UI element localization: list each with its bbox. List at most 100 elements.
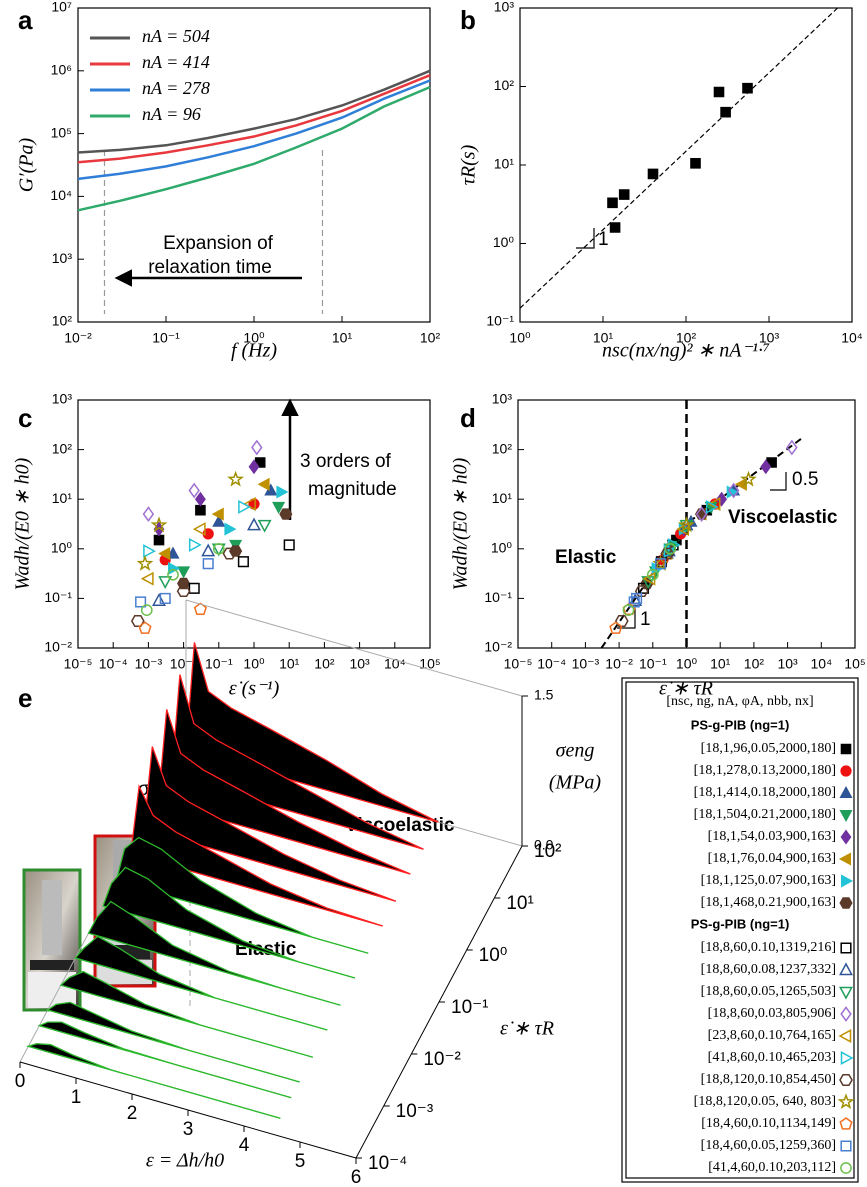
x-axis-label: ε̇ ∗ τR	[659, 678, 713, 700]
stress-trace	[170, 674, 424, 850]
legend-marker	[840, 1051, 854, 1065]
panel-label: c	[18, 403, 32, 433]
y-tick-label: 10⁻¹	[484, 589, 512, 605]
stress-trace	[59, 970, 314, 1058]
data-point	[664, 542, 677, 555]
data-point	[168, 561, 181, 576]
y-tick-label: 10⁻¹	[44, 589, 72, 605]
x-tick-label: 10¹	[279, 656, 300, 672]
x-tick-label: 10¹	[710, 656, 731, 672]
data-point	[637, 582, 650, 594]
y-tick-label: 10⁰	[51, 540, 73, 556]
legend-marker	[839, 986, 853, 1000]
data-line	[77, 69, 431, 154]
legend-label: [23,8,60,0.10,764,165]	[708, 1028, 836, 1043]
y-axis-label: (MPa)	[549, 772, 602, 794]
z-tick-label: 10⁻³	[396, 1101, 434, 1122]
legend-marker	[840, 743, 852, 755]
legend-label: [18,4,60,0.05,1259,360]	[701, 1138, 836, 1153]
data-point	[140, 571, 154, 586]
x-tick-label: 10⁻⁴	[537, 656, 566, 672]
legend-group-title: PS-g-PIB (ng=1)	[691, 916, 790, 931]
fit-line	[600, 436, 805, 649]
y-axis-label: τR(s)	[458, 144, 480, 185]
data-point	[188, 582, 200, 594]
legend-box	[625, 681, 855, 1179]
data-point	[742, 82, 753, 94]
y-tick-label: 10³	[494, 0, 515, 15]
x-tick-label: 10⁻¹	[639, 656, 667, 672]
data-point	[713, 86, 725, 98]
data-point	[705, 499, 719, 514]
data-point	[678, 516, 695, 533]
data-point	[720, 106, 731, 118]
data-point	[143, 544, 156, 559]
legend-marker	[839, 1117, 853, 1130]
y-tick-label: 0.0	[534, 837, 554, 853]
data-point	[786, 439, 798, 456]
data-point	[238, 499, 251, 514]
stress-trace	[143, 746, 397, 902]
trace-baseline	[60, 984, 314, 1058]
data-point	[176, 585, 191, 598]
y-tick-label: 10⁵	[51, 124, 72, 140]
data-point	[257, 477, 270, 491]
slope-mark	[617, 608, 636, 629]
data-point	[646, 568, 659, 581]
y-axis-label: G′(Pa)	[16, 137, 38, 192]
x-tick-label: 1	[71, 1087, 82, 1108]
y-tick-label: 10⁴	[50, 187, 72, 203]
legend-marker	[839, 962, 853, 976]
data-point	[642, 571, 656, 586]
annotation: 0.5	[792, 469, 818, 490]
data-point	[628, 596, 640, 608]
legend-box	[621, 677, 859, 1183]
x-tick-label: 10²	[420, 330, 441, 346]
legend-marker	[838, 1029, 852, 1043]
y-axis-label: σeng	[556, 740, 595, 762]
x-axis-label: ε = Δh/h0	[146, 1150, 224, 1172]
legend-marker	[841, 874, 854, 888]
y-tick-label: 10³	[52, 250, 73, 266]
data-point	[631, 592, 643, 604]
x-tick-label: 6	[351, 1167, 362, 1187]
data-point	[247, 517, 261, 531]
trace-baseline	[102, 905, 356, 979]
data-point	[251, 439, 263, 456]
data-point	[248, 459, 260, 475]
legend-label: nA = 96	[142, 104, 201, 124]
annotation: magnitude	[308, 479, 397, 500]
stress-trace	[129, 784, 383, 927]
legend-label: [18,1,96,0.05,2000,180]	[701, 741, 836, 756]
data-point	[655, 558, 667, 570]
data-point	[707, 497, 721, 511]
data-point	[740, 470, 757, 487]
data-point	[283, 539, 295, 551]
x-tick-label: 10⁴	[384, 656, 406, 672]
y-tick-label: 10⁻²	[484, 639, 512, 655]
data-point	[142, 506, 155, 522]
trace-baseline	[47, 1009, 300, 1083]
data-point	[276, 485, 289, 499]
legend-label: [18,8,60,0.05,1265,503]	[701, 984, 836, 999]
x-tick-label: 10²	[314, 656, 335, 672]
x-axis-label: f (Hz)	[231, 340, 277, 362]
x-tick-label: 10¹	[332, 330, 353, 346]
x-tick-label: 10⁴	[811, 656, 833, 672]
x-tick-label: 10²	[676, 330, 697, 346]
panel-label: d	[460, 403, 476, 433]
data-point	[660, 547, 675, 560]
data-point	[667, 537, 681, 552]
y-tick-label: 10³	[492, 391, 513, 407]
data-point	[272, 501, 286, 514]
legend-marker	[837, 1093, 855, 1110]
data-line	[77, 74, 431, 164]
legend-label: [18,1,278,0.13,2000,180]	[694, 763, 836, 778]
x-tick-label: 10⁰	[243, 656, 265, 672]
x-tick-label: 0	[15, 1071, 26, 1092]
data-point	[201, 543, 216, 557]
z-axis-label: ε̇ ∗ τR	[500, 1018, 554, 1040]
legend-label: nA = 414	[142, 52, 210, 72]
trace-baseline	[88, 932, 341, 1006]
z-tick-label: 10⁻¹	[451, 997, 489, 1018]
